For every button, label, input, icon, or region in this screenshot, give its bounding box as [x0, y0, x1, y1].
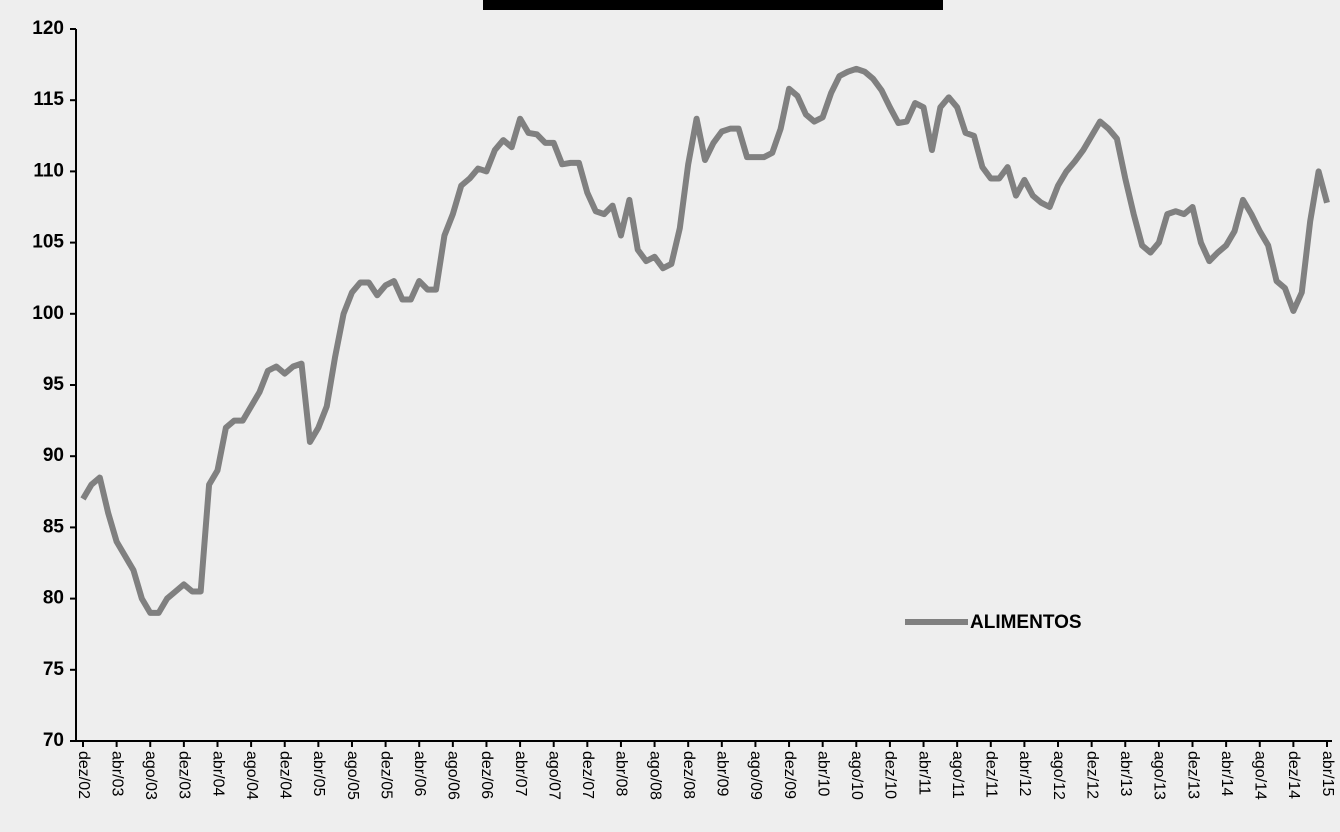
y-tick-label: 100	[32, 303, 64, 324]
line	[80, 65, 1330, 616]
x-tick-label: dez/13	[1184, 751, 1201, 799]
x-tick-label: abr/06	[411, 751, 428, 796]
x-tick-label: ago/08	[646, 751, 663, 800]
y-tick-label: 110	[33, 160, 64, 181]
x-tick-label: abr/11	[915, 751, 932, 795]
x-tick-label: ago/06	[445, 751, 462, 800]
x-tick-label: ago/11	[949, 751, 966, 799]
x-tick-label: abr/07	[512, 751, 529, 796]
y-tick-label: 120	[32, 18, 64, 39]
x-tick-label: ago/14	[1252, 751, 1269, 800]
y-tick-label: 80	[43, 588, 64, 609]
x-tick-label: ago/03	[142, 751, 159, 800]
x-tick-label: dez/09	[781, 751, 798, 799]
x-tick-label: dez/10	[882, 751, 899, 799]
x-tick-label: abr/09	[714, 751, 731, 796]
x-tick-label: dez/11	[983, 751, 1000, 798]
x-tick-label: abr/08	[613, 751, 630, 796]
x-tick-label: ago/09	[747, 751, 764, 800]
x-tick-label: abr/14	[1218, 751, 1235, 796]
x-tick-label: dez/03	[176, 751, 193, 799]
y-tick-label: 115	[33, 89, 64, 110]
x-tick-label: ago/07	[545, 751, 562, 800]
y-tick-label: 85	[43, 516, 65, 537]
y-tick-label: 75	[43, 659, 65, 680]
x-tick-label: abr/03	[108, 751, 125, 796]
y-tick-label: 90	[43, 445, 64, 466]
x-tick-label: abr/04	[209, 751, 226, 796]
x-tick-label: dez/12	[1083, 751, 1100, 799]
x-tick-label: dez/06	[478, 751, 495, 799]
legend-label: ALIMENTOS	[970, 612, 1082, 633]
title-bar	[483, 0, 943, 10]
x-tick-label: abr/05	[310, 751, 327, 796]
x-tick-label: dez/02	[75, 751, 92, 799]
x-tick-label: abr/10	[814, 751, 831, 796]
x-tick-label: abr/15	[1319, 751, 1336, 796]
x-tick-label: ago/10	[848, 751, 865, 800]
x-tick-label: abr/12	[1016, 751, 1033, 796]
x-tick-label: dez/08	[680, 751, 697, 799]
y-tick-label: 105	[32, 232, 64, 253]
y-tick-label: 95	[43, 374, 65, 395]
x-tick-label: ago/13	[1151, 751, 1168, 800]
x-tick-label: abr/13	[1117, 751, 1134, 796]
x-tick-label: dez/07	[579, 751, 596, 799]
x-tick-label: ago/12	[1050, 751, 1067, 800]
x-tick-label: dez/05	[377, 751, 394, 799]
x-tick-label: ago/05	[344, 751, 361, 800]
x-tick-label: ago/04	[243, 751, 260, 800]
y-tick-label: 70	[43, 730, 64, 751]
x-tick-label: dez/14	[1285, 751, 1302, 799]
x-tick-label: dez/04	[276, 751, 293, 799]
